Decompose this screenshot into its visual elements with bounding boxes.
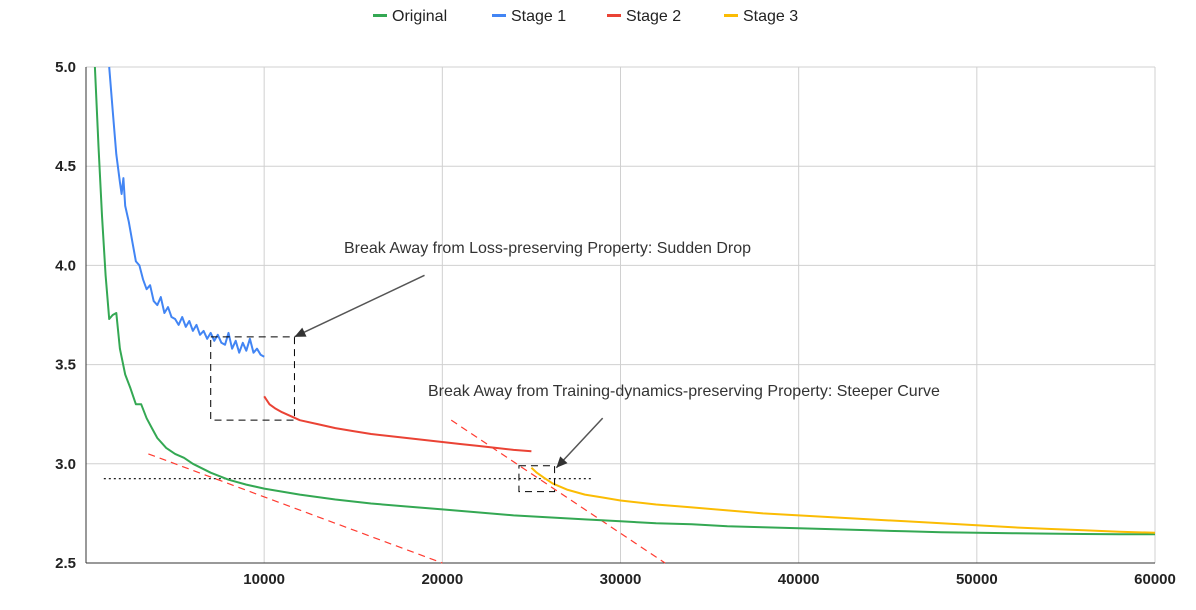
grid — [86, 66, 1156, 564]
legend-label-stage-1: Stage 1 — [511, 8, 566, 25]
annotation-sudden-drop: Break Away from Loss-preserving Property… — [344, 240, 751, 257]
legend-item-stage-1[interactable]: Stage 1 — [492, 8, 566, 25]
series-line-stage-2 — [263, 395, 532, 453]
y-tick-label: 5.0 — [55, 59, 76, 76]
arrow-line-2 — [555, 417, 604, 469]
highlight-box-1 — [210, 336, 295, 421]
legend-label-original: Original — [392, 8, 447, 25]
x-tick-label: 10000 — [243, 571, 285, 588]
arrow-line-1 — [294, 274, 425, 338]
x-tick-label: 60000 — [1134, 571, 1176, 588]
y-tick-label: 3.5 — [55, 357, 76, 374]
y-tick-label: 3.0 — [55, 456, 76, 473]
legend-label-stage-3: Stage 3 — [743, 8, 798, 25]
y-tick-labels: 2.5 3.0 3.5 4.0 4.5 5.0 — [55, 59, 76, 572]
highlight-box-2 — [518, 465, 556, 493]
x-tick-label: 20000 — [421, 571, 463, 588]
series-lines — [93, 66, 1156, 536]
y-tick-label: 4.0 — [55, 257, 76, 274]
arrow-head-2 — [556, 456, 568, 468]
x-tick-label: 30000 — [600, 571, 642, 588]
legend-swatch-stage-2 — [607, 14, 621, 17]
reference-lines — [103, 419, 666, 564]
trend-line-dashed-2 — [450, 419, 666, 564]
y-tick-label: 2.5 — [55, 555, 76, 572]
x-tick-labels: 10000 20000 30000 40000 50000 60000 — [243, 571, 1176, 588]
highlight-boxes — [210, 336, 556, 493]
legend-swatch-original — [373, 14, 387, 17]
legend: Original Stage 1 Stage 2 Stage 3 — [373, 8, 798, 25]
legend-swatch-stage-3 — [724, 14, 738, 17]
legend-label-stage-2: Stage 2 — [626, 8, 681, 25]
legend-item-stage-3[interactable]: Stage 3 — [724, 8, 798, 25]
series-line-stage-1 — [108, 66, 265, 358]
series-line-stage-3 — [530, 467, 1156, 534]
y-tick-label: 4.5 — [55, 158, 76, 175]
axes — [85, 67, 1155, 564]
trend-line-dashed-1 — [148, 453, 443, 564]
legend-item-stage-2[interactable]: Stage 2 — [607, 8, 681, 25]
annotation-arrows — [294, 274, 604, 469]
x-tick-label: 40000 — [778, 571, 820, 588]
x-tick-label: 50000 — [956, 571, 998, 588]
annotation-steeper-curve: Break Away from Training-dynamics-preser… — [428, 383, 940, 400]
series-line-original — [93, 66, 1155, 536]
legend-swatch-stage-1 — [492, 14, 506, 17]
arrow-head-1 — [294, 327, 307, 337]
legend-item-original[interactable]: Original — [373, 8, 447, 25]
